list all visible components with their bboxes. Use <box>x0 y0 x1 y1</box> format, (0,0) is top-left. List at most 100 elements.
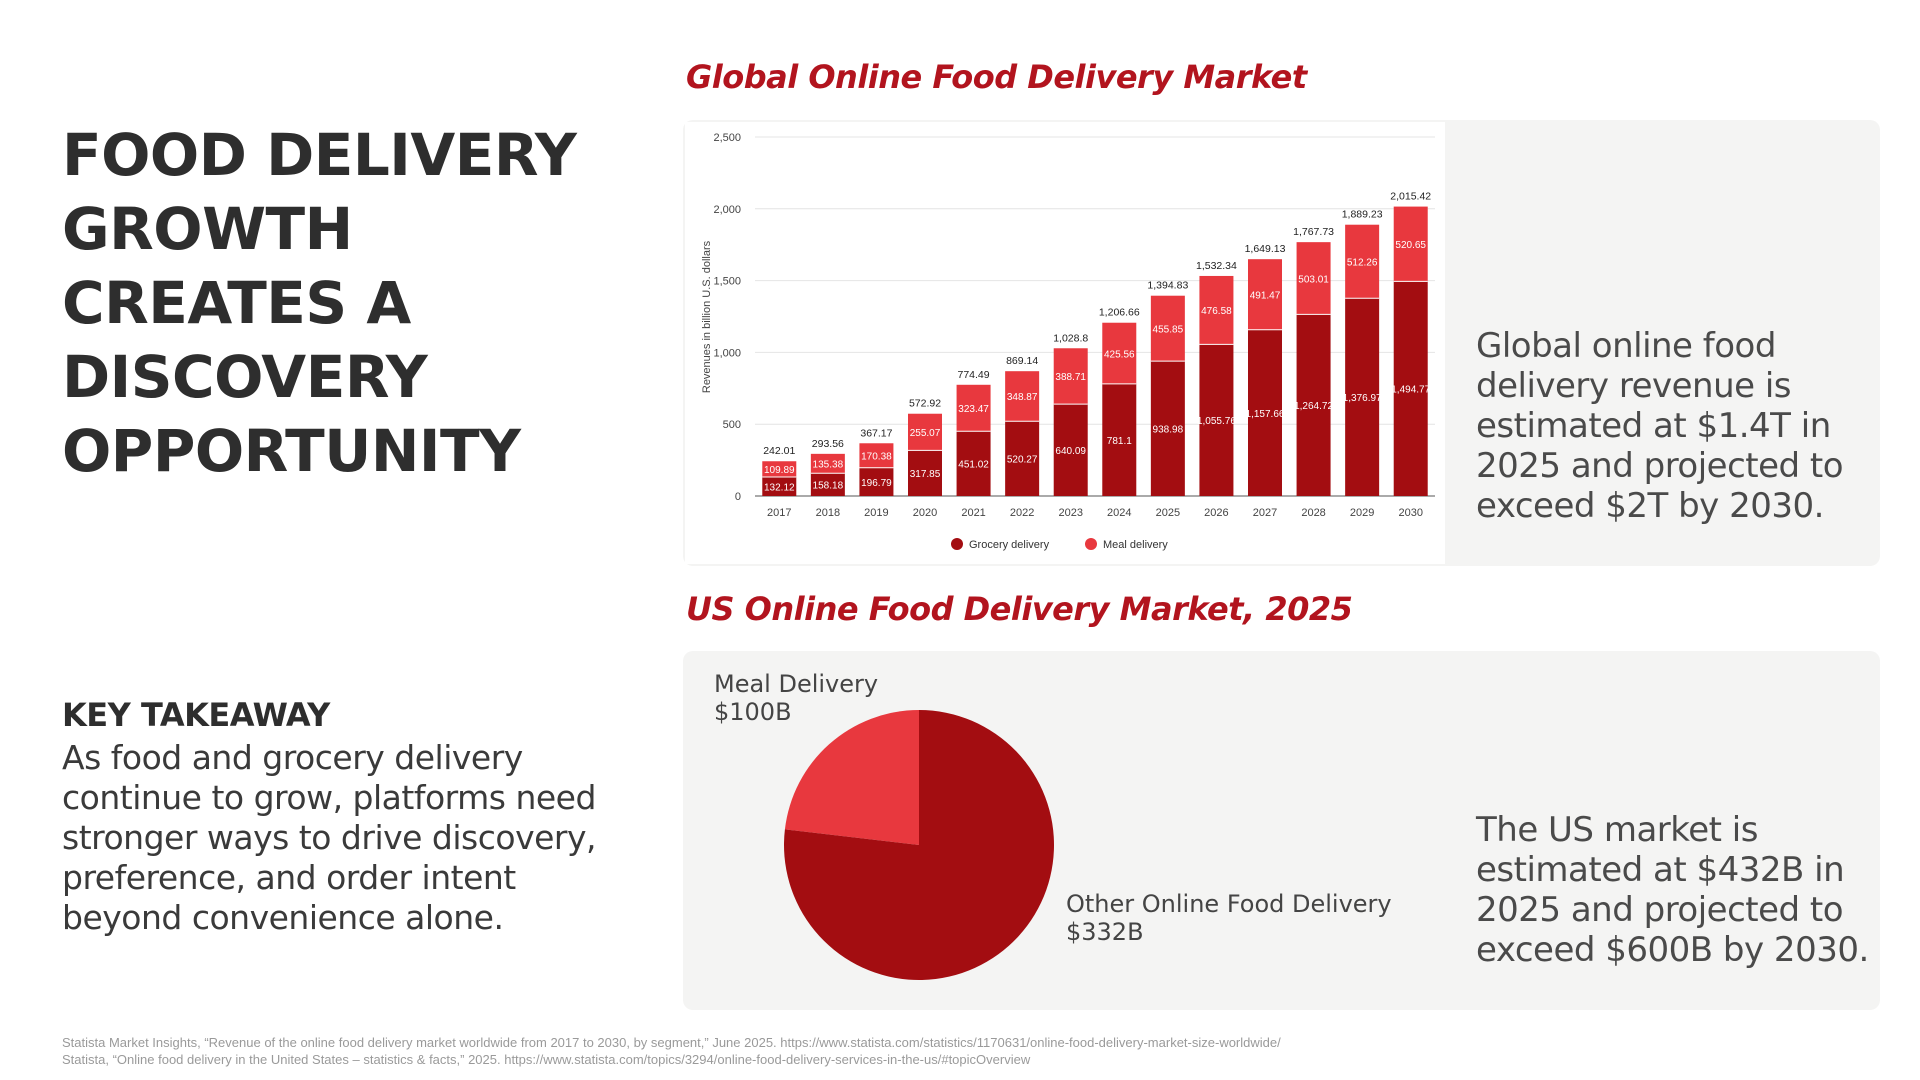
global-description: Global online food delivery revenue is e… <box>1476 326 1844 526</box>
legend-marker-grocery <box>951 538 963 550</box>
data-label-meal: 388.71 <box>1055 372 1086 383</box>
data-label-meal: 503.01 <box>1298 274 1329 285</box>
bar-grocery <box>1248 329 1282 496</box>
data-label-meal: 323.47 <box>958 404 989 415</box>
legend-marker-meal <box>1085 538 1097 550</box>
data-label-total: 1,028.8 <box>1053 332 1088 344</box>
x-tick-label: 2023 <box>1058 507 1082 519</box>
data-label-meal: 348.87 <box>1007 392 1038 403</box>
data-label-grocery: 1,494.77 <box>1391 385 1430 396</box>
legend-label-grocery: Grocery delivery <box>969 539 1050 551</box>
data-label-grocery: 640.09 <box>1055 446 1086 457</box>
bar-meal <box>1150 295 1185 362</box>
data-label-grocery: 781.1 <box>1107 436 1132 447</box>
bar-meal <box>956 384 991 432</box>
other-delivery-value: $332B <box>1066 918 1144 946</box>
sources: Statista Market Insights, “Revenue of th… <box>62 1034 1562 1068</box>
y-tick-label: 1,000 <box>713 347 741 359</box>
data-label-total: 1,206.66 <box>1099 307 1140 319</box>
x-tick-label: 2026 <box>1204 507 1228 519</box>
pie-slice-other-delivery <box>784 710 1054 980</box>
global-chart-title: Global Online Food Delivery Market <box>686 58 1307 96</box>
bar-grocery <box>1150 361 1185 496</box>
bar-grocery <box>1296 314 1331 496</box>
x-tick-label: 2019 <box>864 507 888 519</box>
bar-meal <box>1053 348 1088 405</box>
us-chart-title: US Online Food Delivery Market, 2025 <box>686 590 1353 628</box>
source-line: Statista, “Online food delivery in the U… <box>62 1052 1031 1067</box>
y-tick-label: 2,000 <box>713 204 741 216</box>
data-label-grocery: 451.02 <box>958 460 989 471</box>
data-label-grocery: 132.12 <box>764 483 795 494</box>
bar-grocery <box>1005 421 1040 496</box>
bar-grocery <box>1345 298 1380 496</box>
data-label-meal: 109.89 <box>764 465 795 476</box>
key-takeaway-body: As food and grocery delivery continue to… <box>62 738 597 937</box>
x-tick-label: 2022 <box>1010 507 1034 519</box>
bar-meal <box>1248 259 1282 330</box>
bar-meal <box>1296 242 1331 315</box>
y-tick-label: 2,500 <box>713 132 741 144</box>
data-label-total: 1,649.13 <box>1245 243 1286 255</box>
y-tick-label: 500 <box>723 419 741 431</box>
us-panel <box>683 651 1880 1010</box>
legend-label-meal: Meal delivery <box>1103 539 1168 551</box>
y-axis-label: Revenues in billion U.S. dollars <box>701 240 713 393</box>
data-label-total: 2,015.42 <box>1390 191 1431 203</box>
data-label-total: 1,889.23 <box>1342 209 1383 221</box>
global-bar-chart: 0 500 1,000 1,500 2,000 2,500 Revenues in bill… <box>701 132 1435 551</box>
data-label-grocery: 1,055.76 <box>1197 416 1236 427</box>
bar-grocery <box>956 431 991 496</box>
data-label-total: 1,532.34 <box>1196 260 1237 272</box>
data-label-total: 774.49 <box>958 369 990 381</box>
meal-delivery-label: Meal Delivery $100B <box>714 670 878 726</box>
data-label-grocery: 938.98 <box>1153 425 1184 436</box>
data-label-grocery: 196.79 <box>861 478 892 489</box>
x-tick-label: 2020 <box>913 507 937 519</box>
data-label-grocery: 1,264.72 <box>1294 401 1333 412</box>
bar-grocery <box>1393 281 1428 496</box>
data-label-grocery: 1,157.66 <box>1246 409 1285 420</box>
us-description: The US market is estimated at $432B in 2… <box>1476 810 1869 970</box>
data-label-grocery: 1,376.97 <box>1343 393 1382 404</box>
meal-delivery-value: $100B <box>714 698 792 726</box>
x-tick-label: 2017 <box>767 507 791 519</box>
data-label-grocery: 158.18 <box>813 481 844 492</box>
data-label-meal: 520.65 <box>1395 240 1426 251</box>
x-tick-label: 2018 <box>816 507 840 519</box>
data-label-meal: 491.47 <box>1250 290 1281 301</box>
x-tick-label: 2021 <box>961 507 985 519</box>
bar-meal <box>908 413 942 451</box>
bar-grocery <box>1053 404 1088 496</box>
data-label-total: 1,394.83 <box>1147 280 1188 292</box>
bar-meal <box>762 461 797 478</box>
data-label-meal: 455.85 <box>1153 324 1184 335</box>
bar-grocery <box>1102 383 1137 496</box>
global-chart-area: 0 500 1,000 1,500 2,000 2,500 Revenues in bill… <box>685 122 1445 564</box>
meal-delivery-name: Meal Delivery <box>714 670 879 698</box>
headline: FOOD DELIVERY GROWTH CREATES A DISCOVERY… <box>62 121 577 485</box>
data-label-total: 367.17 <box>860 427 892 439</box>
x-tick-label: 2029 <box>1350 507 1374 519</box>
data-label-meal: 135.38 <box>813 460 844 471</box>
bar-grocery <box>908 450 942 496</box>
data-label-total: 293.56 <box>812 438 844 450</box>
data-label-grocery: 317.85 <box>910 469 941 480</box>
bar-meal <box>1393 206 1428 282</box>
bar-meal <box>1005 371 1040 422</box>
data-label-meal: 255.07 <box>910 428 941 439</box>
source-line: Statista Market Insights, “Revenue of th… <box>62 1035 1281 1050</box>
data-label-total: 242.01 <box>763 445 795 457</box>
data-label-total: 869.14 <box>1006 355 1038 367</box>
bar-grocery <box>1199 344 1234 496</box>
y-tick-label: 1,500 <box>713 276 741 288</box>
data-label-total: 572.92 <box>909 398 941 410</box>
bar-grocery <box>810 473 845 496</box>
pie-slice-meal-delivery <box>784 710 919 845</box>
x-tick-label: 2027 <box>1253 507 1277 519</box>
data-label-meal: 425.56 <box>1104 349 1135 360</box>
bar-meal <box>1345 224 1380 299</box>
bar-meal <box>1102 322 1137 384</box>
bar-grocery <box>762 477 797 496</box>
other-delivery-name: Other Online Food Delivery <box>1066 890 1392 918</box>
